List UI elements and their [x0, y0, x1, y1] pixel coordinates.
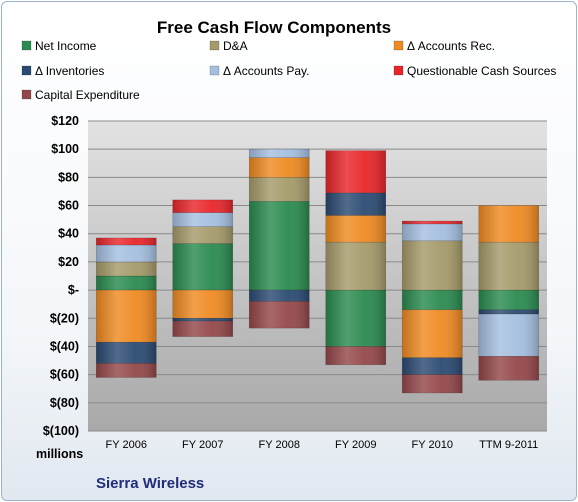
bar-segment-shading: [478, 290, 539, 310]
legend-swatch-capital-expenditure: [21, 89, 32, 100]
bar-segment-shading: [172, 321, 233, 337]
bar-segment-shading: [172, 212, 233, 227]
legend-swatch-net-income: [21, 40, 32, 51]
y-tick-label: $80: [58, 170, 79, 184]
bars: [95, 148, 540, 394]
bar-segment-shading: [96, 237, 157, 245]
y-tick-label: $60: [58, 199, 79, 213]
y-tick-label: $40: [58, 227, 79, 241]
bar-segment-shading: [249, 290, 310, 302]
y-tick-label: $20: [58, 255, 79, 269]
bar-segment-shading: [325, 192, 386, 216]
legend-label-d-a: D&A: [223, 39, 248, 53]
x-tick-label: FY 2007: [182, 439, 223, 451]
bar-segment-shading: [172, 290, 233, 319]
bar-segment-shading: [402, 221, 463, 224]
legend-swatch-inventories: [21, 65, 32, 76]
y-tick-label: $(80): [50, 396, 79, 410]
legend-label-accounts-rec: Δ Accounts Rec.: [407, 39, 495, 53]
x-tick-label: FY 2010: [412, 439, 453, 451]
bar-segment-shading: [478, 356, 539, 381]
legend-swatch-accounts-rec: [393, 40, 404, 51]
y-axis-ticks: $120 $100 $80 $60 $40 $20 $- $(20) $(40) $(60) $(8…: [43, 114, 79, 438]
bar-segment-shading: [325, 290, 386, 347]
chart-title: Free Cash Flow Components: [157, 18, 391, 37]
x-tick-label: FY 2006: [106, 439, 147, 451]
bar-segment-shading: [96, 290, 157, 343]
legend-label-net-income: Net Income: [35, 39, 97, 53]
x-tick-label: FY 2009: [335, 439, 376, 451]
bar-segment-shading: [325, 150, 386, 193]
bar-segment-shading: [402, 309, 463, 358]
x-tick-label: FY 2008: [259, 439, 300, 451]
legend-label-questionable-cash-sources: Questionable Cash Sources: [407, 64, 556, 78]
bar-segment-shading: [96, 276, 157, 291]
bar-segment-shading: [249, 157, 310, 178]
bar-segment-shading: [249, 149, 310, 158]
bar-segment-shading: [96, 261, 157, 276]
bar-segment-shading: [478, 314, 539, 357]
company-name: Sierra Wireless: [96, 475, 204, 492]
x-tick-label: TTM 9-2011: [479, 439, 538, 451]
legend-swatch-d-a: [209, 40, 220, 51]
bar-segment-shading: [402, 374, 463, 393]
bar-segment-shading: [172, 243, 233, 291]
y-tick-label: $(20): [50, 311, 79, 325]
bar-segment-shading: [478, 205, 539, 243]
bar-segment-shading: [172, 199, 233, 213]
bar-segment-shading: [402, 357, 463, 375]
legend-label-capital-expenditure: Capital Expenditure: [35, 88, 140, 102]
bar-segment-shading: [96, 342, 157, 364]
bar-segment-shading: [402, 290, 463, 310]
bar-segment-shading: [402, 223, 463, 241]
bar-segment-shading: [249, 177, 310, 202]
x-axis-ticks: FY 2006 FY 2007 FY 2008 FY 2009 FY 2010 TTM 9…: [106, 439, 539, 451]
legend-swatch-accounts-pay: [209, 65, 220, 76]
chart-legend: Net Income D&A Δ Accounts Rec. Δ Inventorie…: [21, 39, 556, 102]
plot-area: [88, 121, 547, 431]
y-tick-label: $120: [51, 114, 79, 128]
bar-segment-shading: [172, 318, 233, 322]
y-tick-label: $(60): [50, 368, 79, 382]
bar-segment-shading: [478, 242, 539, 291]
bar-segment-shading: [249, 201, 310, 291]
bar-segment-shading: [325, 346, 386, 365]
bar-segment-shading: [96, 363, 157, 378]
bar-segment-shading: [478, 309, 539, 315]
legend-label-accounts-pay: Δ Accounts Pay.: [223, 64, 310, 78]
bar-segment-shading: [96, 245, 157, 262]
y-tick-label: $(100): [43, 424, 79, 438]
legend-swatch-questionable-cash-sources: [393, 65, 404, 76]
y-tick-label: $-: [68, 283, 79, 297]
y-tick-label: $100: [51, 142, 79, 156]
bar-segment-shading: [325, 215, 386, 243]
bar-segment-shading: [402, 240, 463, 291]
bar-segment-shading: [249, 301, 310, 329]
bar-segment-shading: [172, 226, 233, 244]
gridlines: [88, 120, 547, 432]
legend-label-inventories: Δ Inventories: [35, 64, 104, 78]
bar-segment-shading: [325, 242, 386, 291]
units-label: millions: [36, 447, 83, 461]
y-tick-label: $(40): [50, 339, 79, 353]
